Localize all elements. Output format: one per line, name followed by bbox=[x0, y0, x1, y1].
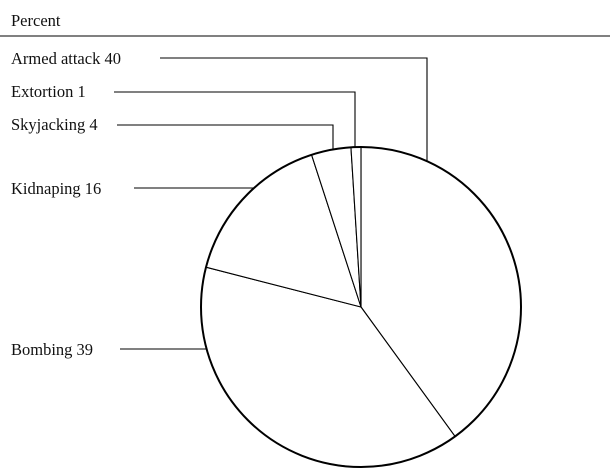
slice-label-skyjacking: Skyjacking 4 bbox=[11, 115, 98, 134]
slice-label-bombing: Bombing 39 bbox=[11, 340, 93, 359]
unit-label: Percent bbox=[11, 11, 61, 30]
slice-labels: Armed attack 40 Bombing 39 Kidnaping 16 Sky… bbox=[11, 49, 121, 359]
leader-line-skyjacking bbox=[117, 124, 334, 150]
leader-lines bbox=[114, 57, 428, 350]
leader-line-extortion bbox=[114, 91, 356, 148]
slice-label-extortion: Extortion 1 bbox=[11, 82, 86, 101]
pie-slices bbox=[200, 146, 522, 468]
leader-line-armed-attack bbox=[160, 57, 428, 162]
pie-outline bbox=[200, 146, 522, 468]
slice-label-kidnaping: Kidnaping 16 bbox=[11, 179, 101, 198]
slice-label-armed-attack: Armed attack 40 bbox=[11, 49, 121, 68]
